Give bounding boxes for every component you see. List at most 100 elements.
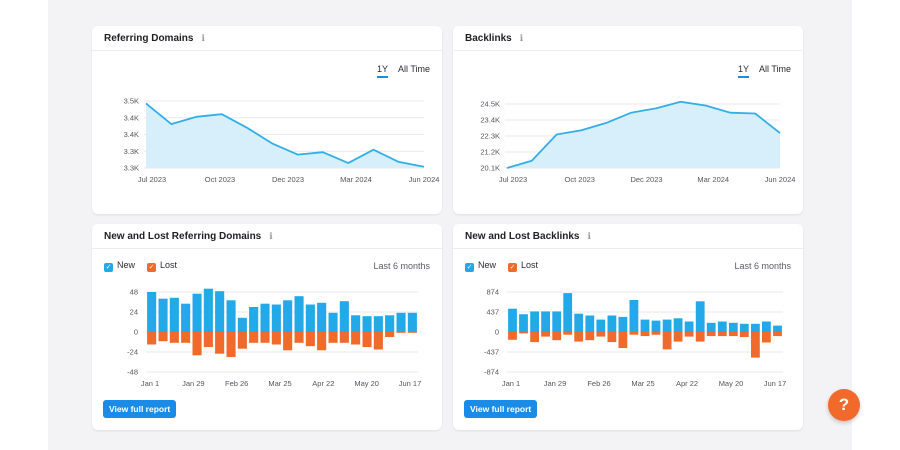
- x-tick-label: Feb 26: [225, 379, 248, 388]
- bar-new: [651, 320, 661, 332]
- bar-new: [541, 311, 550, 332]
- bar-lost: [169, 332, 179, 343]
- bar-new: [728, 322, 738, 332]
- bar-new: [739, 323, 749, 332]
- bar-lost: [237, 332, 247, 349]
- legend-new[interactable]: ✓ New: [104, 260, 135, 272]
- bar-lost: [271, 332, 281, 345]
- y-tick-label: 874: [486, 288, 499, 297]
- legend-new[interactable]: ✓ New: [465, 260, 496, 272]
- bar-new: [237, 317, 247, 332]
- bar-lost: [373, 332, 383, 350]
- legend-new-label: New: [117, 260, 136, 270]
- bar-lost: [541, 332, 550, 337]
- info-icon[interactable]: ℹ: [519, 32, 524, 43]
- bar-lost: [351, 332, 361, 345]
- range-all-time-tab[interactable]: All Time: [758, 64, 791, 74]
- series-line: [145, 102, 425, 168]
- bar-lost: [362, 332, 372, 347]
- x-tick-label: Jun 2024: [765, 175, 796, 184]
- view-full-report-button[interactable]: View full report: [103, 400, 177, 418]
- checkbox-checked-icon: ✓: [147, 263, 157, 272]
- bar-lost: [158, 332, 168, 342]
- new-lost-referring-domains-card: New and Lost Referring Domains ℹ ✓ New ✓ L…: [92, 224, 442, 430]
- info-icon[interactable]: ℹ: [269, 230, 273, 241]
- card-header: New and Lost Backlinks ℹ: [453, 224, 803, 249]
- help-button[interactable]: ?: [828, 389, 860, 421]
- bar-lost: [519, 332, 528, 334]
- legend-lost-label: Lost: [160, 260, 178, 270]
- chart-legend: ✓ New ✓ Lost: [465, 260, 538, 272]
- x-tick-label: Jun 17: [764, 379, 787, 388]
- card-title: New and Lost Backlinks: [465, 230, 580, 242]
- referring-domains-card: Referring Domains ℹ 1Y All Time 3.5K 3.4K…: [92, 26, 442, 214]
- range-1y-tab[interactable]: 1Y: [376, 64, 388, 78]
- card-title: Referring Domains: [104, 32, 194, 44]
- series-line: [506, 100, 781, 169]
- legend-new-label: New: [478, 260, 497, 270]
- info-icon[interactable]: ℹ: [587, 230, 591, 241]
- dashboard-canvas: Referring Domains ℹ 1Y All Time 3.5K 3.4K…: [48, 0, 860, 450]
- legend-lost[interactable]: ✓ Lost: [508, 260, 538, 272]
- new-lost-backlinks-card: New and Lost Backlinks ℹ ✓ New ✓ Lost Last…: [453, 224, 803, 430]
- bar-lost: [317, 332, 327, 351]
- bar-new: [215, 291, 225, 332]
- bar-lost: [530, 332, 539, 343]
- series-area: [507, 101, 780, 168]
- period-label: Last 6 months: [373, 261, 430, 271]
- x-tick-label: Jan 1: [502, 379, 520, 388]
- x-tick-label: Jun 17: [399, 379, 422, 388]
- bar-lost: [249, 332, 259, 343]
- legend-lost[interactable]: ✓ Lost: [147, 260, 177, 272]
- bar-lost: [629, 332, 639, 335]
- y-tick-label: 0: [134, 328, 138, 337]
- bar-new: [305, 304, 315, 332]
- bar-lost: [385, 332, 395, 337]
- bar-lost: [739, 332, 749, 337]
- bar-new: [773, 325, 782, 332]
- range-all-time-tab[interactable]: All Time: [397, 64, 430, 74]
- x-tick-label: Jan 1: [141, 379, 159, 388]
- x-tick-label: Jan 29: [544, 379, 567, 388]
- bar-lost: [728, 332, 738, 337]
- bar-new: [607, 315, 617, 332]
- bar-new: [260, 303, 270, 332]
- x-tick-label: Jun 2024: [409, 175, 440, 184]
- bar-lost: [396, 332, 406, 333]
- bar-lost: [305, 332, 315, 347]
- x-tick-label: Oct 2023: [205, 175, 235, 184]
- series-area: [146, 103, 424, 168]
- bar-new: [585, 315, 595, 332]
- view-full-report-button[interactable]: View full report: [464, 400, 538, 418]
- bar-new: [695, 301, 705, 332]
- checkbox-checked-icon: ✓: [508, 263, 518, 272]
- bar-new: [328, 312, 338, 332]
- x-tick-label: Mar 2024: [697, 175, 729, 184]
- bar-new: [147, 292, 157, 332]
- bar-new: [283, 300, 293, 332]
- x-tick-label: Apr 22: [312, 379, 334, 388]
- bar-lost: [563, 332, 573, 335]
- bar-new: [226, 300, 236, 332]
- info-icon[interactable]: ℹ: [201, 32, 205, 43]
- bar-lost: [706, 332, 716, 337]
- y-tick-label: 3.5K: [124, 97, 139, 106]
- bar-new: [271, 304, 281, 332]
- bar-new: [373, 316, 383, 332]
- bar-new: [751, 323, 760, 332]
- y-tick-label: 22.3K: [480, 132, 500, 141]
- range-1y-tab[interactable]: 1Y: [737, 64, 749, 78]
- checkbox-checked-icon: ✓: [465, 263, 474, 272]
- bar-new: [158, 298, 168, 332]
- bar-lost: [762, 332, 771, 343]
- bar-lost: [662, 332, 672, 350]
- y-tick-label: 24.5K: [480, 100, 500, 109]
- x-tick-label: Apr 22: [676, 379, 698, 388]
- bar-new: [552, 311, 562, 332]
- x-tick-label: May 20: [719, 379, 744, 388]
- bar-lost: [192, 332, 202, 356]
- bar-new: [762, 321, 771, 332]
- period-label: Last 6 months: [734, 261, 791, 271]
- bar-new: [618, 316, 628, 332]
